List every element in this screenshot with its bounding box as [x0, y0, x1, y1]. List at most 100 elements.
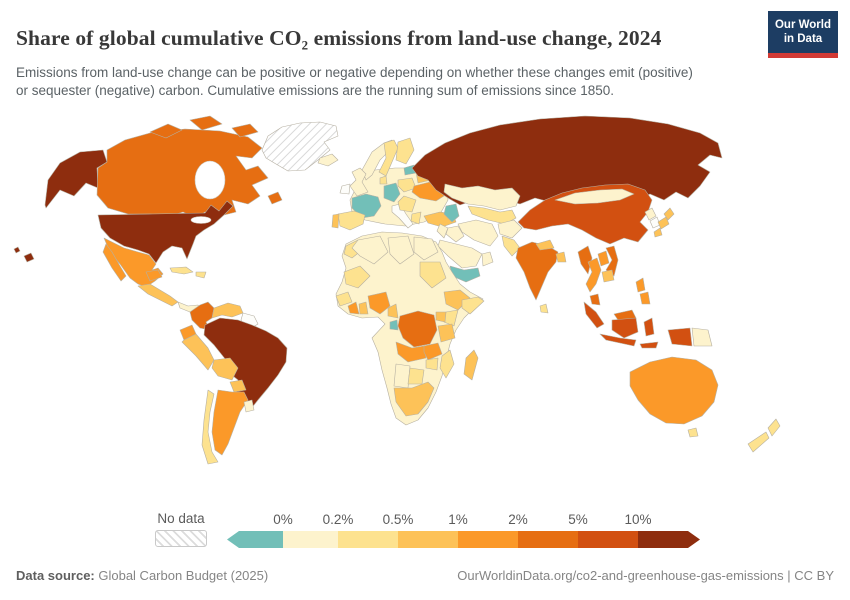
region-bolivia[interactable]: [211, 357, 239, 381]
region-canada-arctic-3[interactable]: [231, 123, 259, 138]
region-finland[interactable]: [395, 137, 415, 165]
region-new-zealand-south[interactable]: [747, 431, 770, 453]
region-namibia[interactable]: [393, 363, 411, 389]
region-colombia[interactable]: [189, 301, 215, 331]
region-cameroon[interactable]: [387, 303, 399, 319]
region-baja-california[interactable]: [102, 243, 127, 282]
region-uk[interactable]: [349, 167, 369, 197]
region-libya[interactable]: [387, 235, 415, 265]
region-south-africa[interactable]: [393, 381, 435, 417]
region-papua-new-guinea[interactable]: [691, 327, 713, 347]
region-levant[interactable]: [436, 223, 449, 239]
region-poland[interactable]: [397, 177, 417, 193]
legend-bin-1-2[interactable]: [458, 531, 518, 548]
region-zimbabwe[interactable]: [425, 357, 439, 371]
region-laos[interactable]: [597, 250, 610, 267]
region-hawaii-2[interactable]: [13, 246, 21, 254]
region-iran[interactable]: [457, 219, 499, 247]
region-indonesia-sulawesi[interactable]: [643, 317, 655, 337]
region-argentina[interactable]: [211, 389, 249, 456]
legend-bin-2-5[interactable]: [518, 531, 578, 548]
region-ireland[interactable]: [339, 183, 351, 195]
region-zambia[interactable]: [423, 342, 443, 361]
region-venezuela[interactable]: [211, 302, 244, 319]
region-cuba[interactable]: [169, 266, 194, 275]
region-malaysia[interactable]: [589, 293, 601, 306]
legend-bin-0-02[interactable]: [283, 531, 338, 548]
region-afghanistan[interactable]: [497, 219, 523, 239]
region-canada-arctic-2[interactable]: [189, 115, 223, 131]
region-yucatan[interactable]: [145, 269, 163, 282]
region-somalia[interactable]: [461, 296, 485, 315]
region-indonesia-borneo[interactable]: [611, 317, 639, 339]
region-india[interactable]: [515, 241, 559, 301]
legend-bin-negative[interactable]: [227, 531, 283, 548]
region-germany[interactable]: [383, 182, 401, 203]
region-philippines[interactable]: [635, 277, 646, 293]
region-thailand[interactable]: [585, 257, 602, 293]
region-australia[interactable]: [629, 356, 719, 425]
region-greece[interactable]: [410, 211, 422, 225]
region-oman[interactable]: [481, 251, 494, 267]
region-philippines-2[interactable]: [639, 291, 651, 305]
region-gabon[interactable]: [389, 319, 399, 331]
region-nigeria[interactable]: [367, 291, 391, 315]
region-indonesia-lesser-sunda[interactable]: [639, 341, 659, 349]
region-senegal-guinea[interactable]: [335, 291, 353, 307]
region-mongolia[interactable]: [554, 188, 635, 205]
legend-bin-over-10[interactable]: [638, 531, 700, 548]
owid-logo[interactable]: Our World in Data: [768, 11, 838, 58]
region-iceland[interactable]: [317, 153, 339, 167]
region-uruguay[interactable]: [243, 399, 255, 413]
region-france[interactable]: [351, 193, 382, 219]
no-data-swatch[interactable]: [155, 530, 207, 547]
region-hispaniola[interactable]: [195, 271, 207, 279]
region-sri-lanka[interactable]: [539, 303, 549, 314]
region-greenland[interactable]: [261, 121, 339, 172]
region-mozambique[interactable]: [439, 349, 455, 379]
region-uganda[interactable]: [435, 311, 447, 323]
region-ivory-coast[interactable]: [347, 301, 360, 315]
region-drc[interactable]: [397, 310, 438, 348]
region-kazakhstan[interactable]: [443, 183, 521, 211]
region-indonesia-sumatra[interactable]: [583, 301, 605, 329]
region-vietnam[interactable]: [605, 245, 619, 277]
region-newfoundland[interactable]: [267, 191, 283, 205]
region-iraq[interactable]: [445, 225, 465, 243]
region-angola[interactable]: [395, 341, 427, 363]
region-peru[interactable]: [181, 333, 215, 371]
region-indonesia-papua[interactable]: [667, 327, 693, 347]
region-nepal[interactable]: [535, 239, 555, 251]
region-ghana[interactable]: [358, 301, 369, 315]
region-denmark[interactable]: [379, 175, 388, 185]
region-spain[interactable]: [337, 210, 366, 231]
region-cambodia[interactable]: [601, 269, 615, 283]
region-chile[interactable]: [201, 389, 219, 465]
region-balkans[interactable]: [397, 195, 417, 213]
region-algeria[interactable]: [351, 235, 389, 265]
region-sudan[interactable]: [419, 261, 447, 289]
region-central-asia[interactable]: [467, 205, 517, 225]
region-new-zealand-north[interactable]: [767, 418, 781, 437]
region-mali[interactable]: [343, 265, 371, 289]
region-indonesia-java[interactable]: [599, 333, 637, 347]
region-tanzania[interactable]: [437, 323, 456, 343]
region-japan-kyushu[interactable]: [653, 227, 663, 238]
region-botswana[interactable]: [407, 367, 425, 385]
region-saudi[interactable]: [437, 239, 483, 269]
region-madagascar[interactable]: [463, 349, 479, 381]
region-hawaii[interactable]: [23, 252, 35, 263]
region-myanmar[interactable]: [577, 245, 593, 275]
legend-bin-05-1[interactable]: [398, 531, 458, 548]
license-link[interactable]: OurWorldinData.org/co2-and-greenhouse-ga…: [457, 568, 834, 583]
legend-bin-02-05[interactable]: [338, 531, 398, 548]
region-paraguay[interactable]: [229, 379, 247, 393]
region-egypt[interactable]: [413, 236, 439, 261]
region-north-korea[interactable]: [644, 207, 657, 221]
region-caucasus[interactable]: [443, 203, 460, 223]
region-canada[interactable]: [96, 128, 269, 219]
region-canada-arctic-1[interactable]: [149, 123, 183, 139]
legend-bin-5-10[interactable]: [578, 531, 638, 548]
region-sweden[interactable]: [378, 139, 399, 177]
region-tasmania[interactable]: [687, 427, 699, 438]
